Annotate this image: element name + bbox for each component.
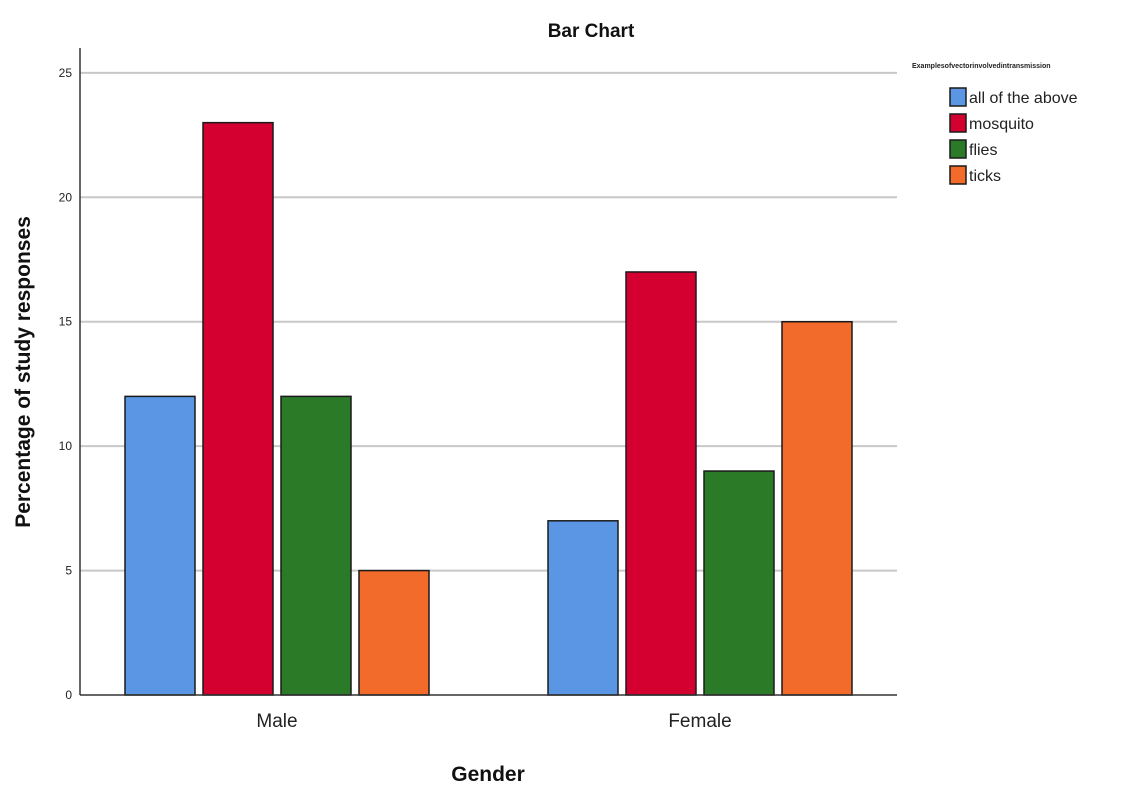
legend-label: flies — [969, 142, 997, 159]
bar-female-all-of-the-above — [547, 520, 619, 696]
bar-male-ticks — [358, 569, 430, 696]
y-tick-label: 15 — [59, 315, 73, 329]
bars — [124, 121, 853, 696]
axes — [79, 48, 897, 696]
bar-male-all-of-the-above — [124, 395, 196, 696]
legend-label: all of the above — [969, 90, 1078, 107]
y-tick-label: 0 — [65, 688, 72, 702]
bar-female-flies — [703, 470, 775, 696]
bar-female-mosquito — [625, 271, 697, 696]
legend-swatch — [949, 113, 967, 133]
bar-female-ticks — [781, 320, 853, 696]
legend-swatch — [949, 165, 967, 185]
bar-male-flies — [280, 395, 352, 696]
legend-items: all of the above mosquito flies ticks — [949, 87, 1078, 185]
legend-swatch — [949, 139, 967, 159]
x-category-label: Female — [668, 711, 731, 732]
legend-title: Examplesofvectorinvolvedintransmission — [912, 63, 1051, 70]
legend-label: ticks — [969, 168, 1001, 185]
legend-swatch — [949, 87, 967, 107]
y-tick-label: 5 — [65, 564, 72, 578]
bar-male-mosquito — [202, 121, 274, 696]
x-category-label: Male — [256, 711, 297, 732]
legend: Examplesofvectorinvolvedintransmission a… — [912, 63, 1078, 185]
y-tick-label: 10 — [59, 439, 73, 453]
x-axis-title: Gender — [451, 763, 525, 785]
y-tick-label: 20 — [59, 190, 73, 204]
legend-label: mosquito — [969, 116, 1034, 133]
x-category-labels: Male Female — [256, 711, 731, 732]
y-axis-title: Percentage of study responses — [12, 216, 35, 528]
y-tick-labels: 0 5 10 15 20 25 — [59, 66, 73, 702]
y-tick-label: 25 — [59, 66, 73, 80]
chart-title: Bar Chart — [548, 21, 635, 42]
